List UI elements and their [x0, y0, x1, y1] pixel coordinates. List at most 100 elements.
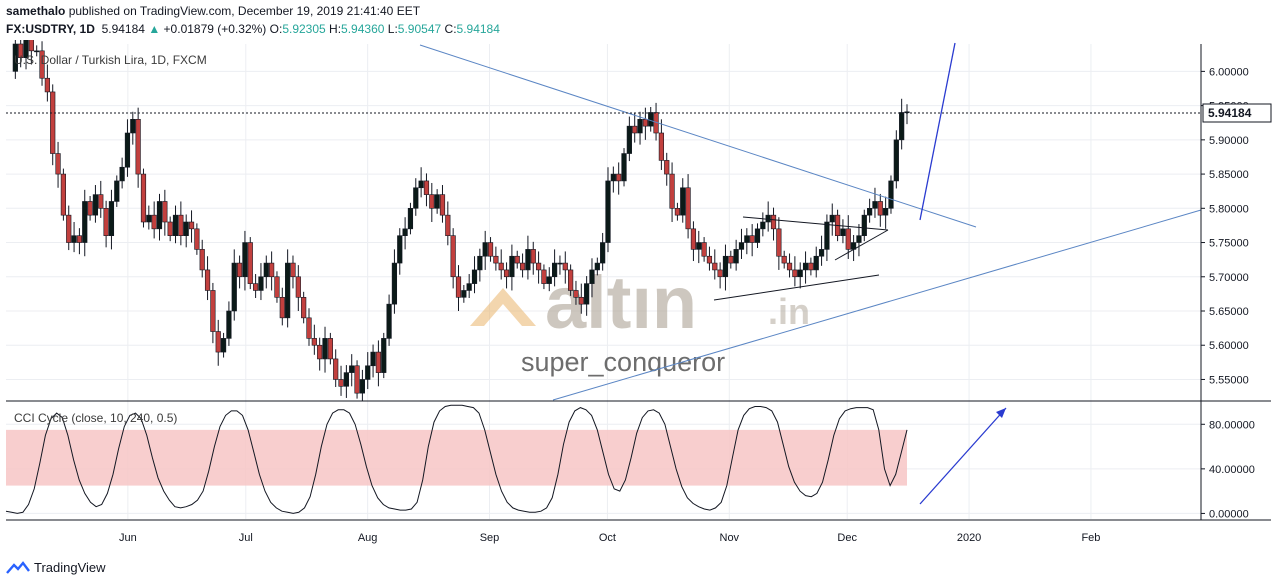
candle — [92, 185, 99, 223]
wedge-apex-line[interactable] — [834, 229, 889, 261]
candle-body — [423, 180, 430, 195]
indicator-axis[interactable]: 80.00000 40.00000 0.00000 — [1201, 419, 1255, 520]
candle — [39, 41, 45, 86]
descending-trendline[interactable] — [419, 44, 977, 228]
candle-body — [642, 119, 648, 127]
candle — [840, 219, 846, 244]
candle — [765, 201, 771, 232]
candle — [568, 264, 574, 296]
candle-body — [413, 187, 419, 209]
candle-body — [434, 194, 440, 209]
candle — [349, 354, 355, 387]
candle-body — [867, 208, 873, 216]
candle — [888, 175, 894, 214]
candle-body — [568, 269, 574, 291]
candle — [594, 257, 600, 276]
candle-body — [818, 249, 825, 257]
projection-arrow-main[interactable] — [919, 42, 956, 221]
candle — [749, 224, 755, 257]
candle — [365, 352, 371, 390]
candle — [407, 202, 414, 235]
candle — [482, 230, 488, 270]
candle-body — [226, 310, 232, 339]
candle — [220, 332, 227, 358]
candle — [770, 207, 777, 241]
wedge-lower-line[interactable] — [713, 274, 880, 301]
candle — [696, 230, 702, 264]
candle — [162, 189, 168, 236]
publisher-name[interactable]: samethalo — [6, 4, 66, 18]
candle-body — [108, 201, 115, 236]
projection-arrow-indicator[interactable] — [919, 407, 1007, 505]
publish-info: samethalo published on TradingView.com, … — [6, 4, 420, 18]
candle-body — [322, 338, 328, 360]
candle — [845, 215, 851, 259]
candle-body — [236, 262, 243, 278]
candle — [386, 294, 392, 346]
candle-body — [311, 338, 317, 346]
candle-body — [28, 40, 34, 52]
candle — [82, 189, 88, 257]
candle-body — [114, 180, 120, 202]
candle-body — [92, 194, 99, 216]
candle-body — [215, 331, 221, 353]
time-tick-label: 2020 — [957, 532, 981, 544]
candle-body — [471, 269, 478, 284]
wedge-upper-line[interactable] — [742, 216, 889, 231]
candle-body — [503, 269, 510, 278]
candle-body — [535, 262, 542, 271]
candle-body — [888, 180, 894, 209]
candle-body — [55, 153, 61, 175]
candle — [621, 148, 627, 187]
candle — [610, 166, 616, 193]
candle — [119, 157, 125, 189]
candle-body — [669, 173, 675, 209]
candle — [44, 64, 50, 102]
candle-body — [407, 208, 414, 230]
candle — [167, 216, 173, 242]
candle-body — [386, 303, 392, 339]
candle — [487, 237, 494, 262]
candle-body — [552, 262, 558, 278]
footer-brand[interactable]: TradingView — [6, 560, 106, 575]
candle-body — [786, 262, 793, 271]
candle — [744, 228, 750, 255]
time-axis[interactable]: Jun Jul Aug Sep Oct Nov Dec 2020 Feb — [119, 532, 1100, 544]
candle — [904, 104, 910, 125]
candle — [397, 228, 403, 275]
candle-body — [76, 235, 83, 243]
ascending-trendline[interactable] — [552, 209, 1202, 401]
candle-body — [754, 228, 761, 243]
chart-area[interactable]: altın .in super_conqueror 6.000005.95000… — [0, 40, 1274, 552]
candle-body — [370, 351, 376, 367]
candle — [808, 257, 814, 276]
candle — [658, 119, 664, 170]
candle-body — [402, 228, 408, 236]
time-tick-label: Jul — [239, 532, 253, 544]
candle — [690, 221, 697, 262]
candle — [258, 263, 264, 301]
symbol-label: FX:USDTRY, 1D — [6, 22, 95, 36]
candle — [140, 168, 147, 228]
candle-body — [98, 194, 104, 209]
price-tick-label: 5.65000 — [1209, 306, 1249, 318]
candle-body — [220, 338, 227, 353]
candle — [680, 178, 686, 223]
footer-brand-text: TradingView — [34, 560, 106, 575]
candle — [600, 232, 606, 271]
candle-body — [349, 365, 355, 373]
time-tick-label: Oct — [599, 532, 616, 544]
candle-body — [450, 235, 456, 278]
candle — [322, 326, 328, 373]
candle — [477, 248, 483, 282]
published-text: published on TradingView.com, December 1… — [65, 4, 421, 18]
candle — [439, 185, 446, 223]
candle — [562, 251, 568, 284]
candle — [664, 152, 670, 186]
candle — [445, 201, 451, 246]
candle — [626, 116, 632, 162]
time-tick-label: Nov — [720, 532, 740, 544]
indicator-band — [6, 429, 907, 486]
candle — [712, 249, 718, 280]
candle — [455, 265, 462, 311]
